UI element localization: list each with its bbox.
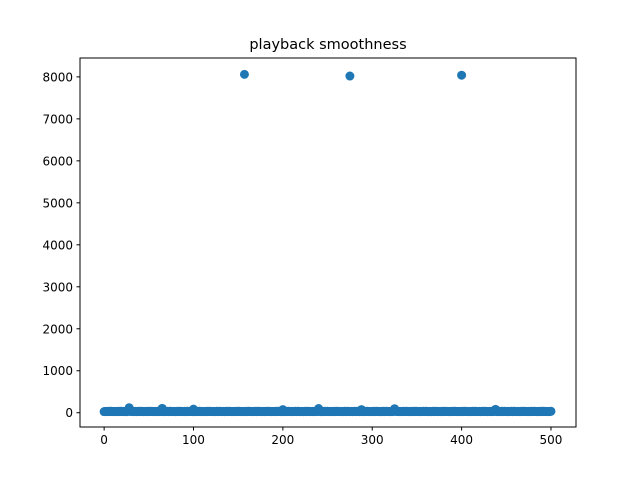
x-tick-label: 200 — [271, 433, 294, 447]
y-tick-label: 0 — [65, 406, 73, 420]
outlier-point — [345, 71, 355, 81]
outlier-point — [457, 70, 467, 80]
plot-area — [99, 69, 556, 417]
y-tick-label: 8000 — [42, 70, 73, 84]
y-tick-label: 3000 — [42, 280, 73, 294]
y-tick-label: 1000 — [42, 364, 73, 378]
outlier-point — [239, 69, 249, 79]
data-point — [546, 406, 556, 416]
axis-ticks: 0 100 200 300 400 500010002000300040005000600… — [42, 70, 562, 447]
x-tick-label: 300 — [361, 433, 384, 447]
axes-frame — [79, 57, 577, 428]
chart-title: playback smoothness — [249, 37, 406, 53]
y-tick-label: 2000 — [42, 322, 73, 336]
y-tick-label: 6000 — [42, 154, 73, 168]
y-tick-label: 5000 — [42, 196, 73, 210]
x-tick-label: 100 — [182, 433, 205, 447]
x-tick-label: 0 — [100, 433, 108, 447]
x-tick-label: 400 — [450, 433, 473, 447]
y-tick-label: 4000 — [42, 238, 73, 252]
y-tick-label: 7000 — [42, 112, 73, 126]
x-tick-label: 500 — [540, 433, 563, 447]
